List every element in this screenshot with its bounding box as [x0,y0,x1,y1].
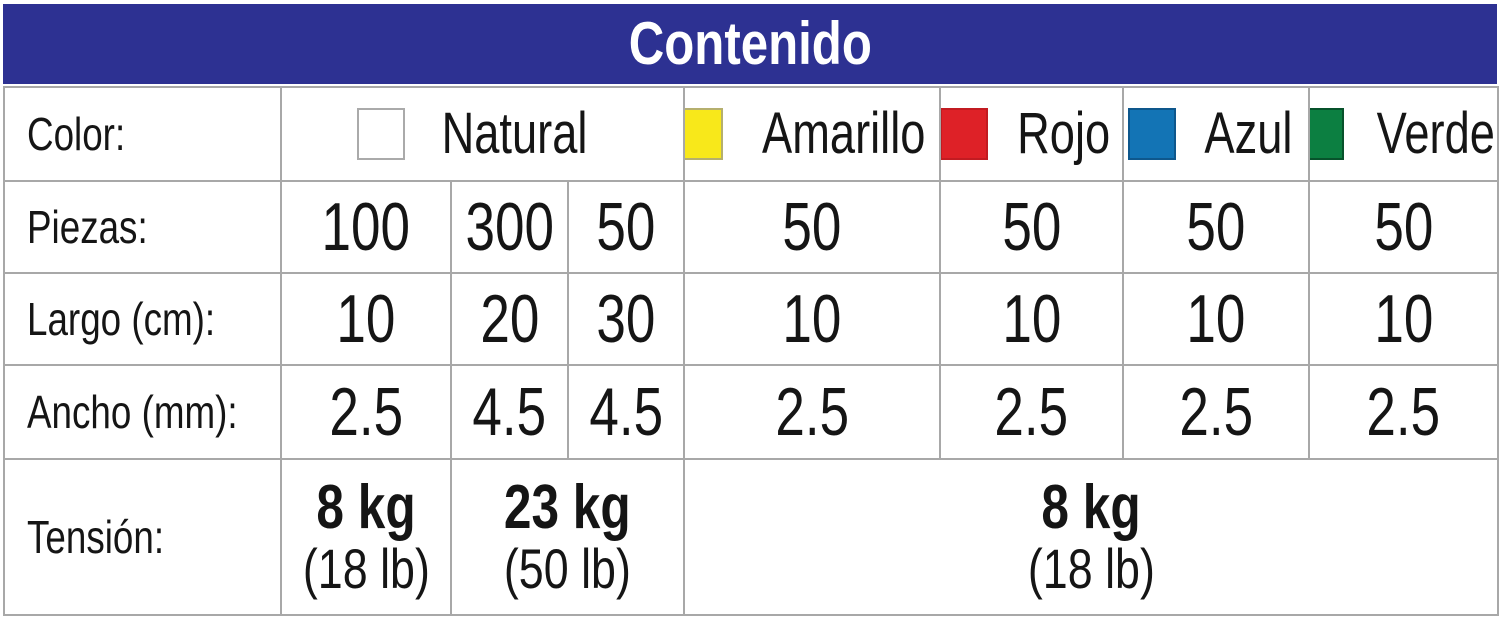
header-bar: Contenido [3,4,1497,84]
piezas-cell: 50 [1124,182,1308,272]
ancho-cell: 4.5 [569,366,683,458]
ancho-value: 2.5 [775,374,849,450]
largo-cell: 10 [685,274,939,364]
tension-cell-natural-20-30: 23 kg (50 lb) [452,460,683,614]
tension-kg: 8 kg [1041,473,1141,543]
piezas-cell: 50 [569,182,683,272]
row-label-ancho-text: Ancho (mm): [27,386,238,438]
piezas-value: 50 [596,189,656,265]
color-swatch-azul [1127,108,1176,160]
ancho-value: 4.5 [472,374,547,450]
row-label-ancho: Ancho (mm): [5,366,280,458]
color-label-natural: Natural [441,101,588,166]
piezas-cell: 50 [1310,182,1497,272]
piezas-value: 300 [465,189,554,265]
largo-value: 10 [336,281,396,357]
ancho-cell: 2.5 [1310,366,1497,458]
largo-value: 10 [1373,281,1433,357]
color-label-amarillo: Amarillo [762,101,926,166]
largo-cell: 10 [1124,274,1308,364]
piezas-cell: 50 [941,182,1122,272]
largo-cell: 10 [941,274,1122,364]
largo-cell: 10 [282,274,450,364]
largo-value: 10 [1001,281,1061,357]
color-cell-amarillo: Amarillo [685,88,939,180]
color-swatch-amarillo [685,108,724,160]
color-label-verde: Verde [1376,101,1495,166]
largo-value: 20 [479,281,539,357]
color-swatch-rojo [941,108,988,160]
piezas-cell: 50 [685,182,939,272]
piezas-value: 50 [1186,189,1246,265]
row-label-color-text: Color: [27,108,126,160]
largo-cell: 10 [1310,274,1497,364]
largo-cell: 30 [569,274,683,364]
page-title: Contenido [628,10,872,77]
tension-cell-natural-10: 8 kg (18 lb) [282,460,450,614]
tension-lb: (18 lb) [302,537,430,601]
largo-value: 30 [596,281,656,357]
row-label-tension-text: Tensión: [27,511,165,563]
largo-cell: 20 [452,274,567,364]
tension-kg: 23 kg [504,473,631,543]
largo-value: 10 [782,281,842,357]
piezas-cell: 100 [282,182,450,272]
tension-lb: (50 lb) [503,537,631,601]
ancho-value: 4.5 [589,374,663,450]
ancho-cell: 4.5 [452,366,567,458]
row-label-largo-text: Largo (cm): [27,293,216,345]
row-label-color: Color: [5,88,280,180]
largo-value: 10 [1186,281,1246,357]
spec-table-grid: Color: Natural Amarillo Rojo Azul Verde … [3,86,1499,616]
color-cell-azul: Azul [1124,88,1308,180]
tension-kg: 8 kg [316,473,416,543]
ancho-value: 2.5 [1179,374,1253,450]
color-label-rojo: Rojo [1016,101,1111,166]
piezas-value: 50 [1001,189,1061,265]
ancho-cell: 2.5 [941,366,1122,458]
piezas-cell: 300 [452,182,567,272]
piezas-value: 100 [321,189,411,265]
color-swatch-natural [357,108,405,160]
color-cell-rojo: Rojo [941,88,1122,180]
row-label-largo: Largo (cm): [5,274,280,364]
color-cell-verde: Verde [1310,88,1497,180]
row-label-tension: Tensión: [5,460,280,614]
ancho-cell: 2.5 [685,366,939,458]
piezas-value: 50 [1373,189,1433,265]
row-label-piezas: Piezas: [5,182,280,272]
color-cell-natural: Natural [282,88,683,180]
tension-lb: (18 lb) [1027,537,1155,601]
color-swatch-verde [1310,108,1344,160]
color-label-azul: Azul [1203,101,1292,166]
ancho-value: 2.5 [329,374,403,450]
ancho-cell: 2.5 [282,366,450,458]
tension-cell-colors: 8 kg (18 lb) [685,460,1497,614]
ancho-cell: 2.5 [1124,366,1308,458]
ancho-value: 2.5 [1366,374,1441,450]
ancho-value: 2.5 [994,374,1069,450]
row-label-piezas-text: Piezas: [27,201,148,253]
piezas-value: 50 [782,189,842,265]
